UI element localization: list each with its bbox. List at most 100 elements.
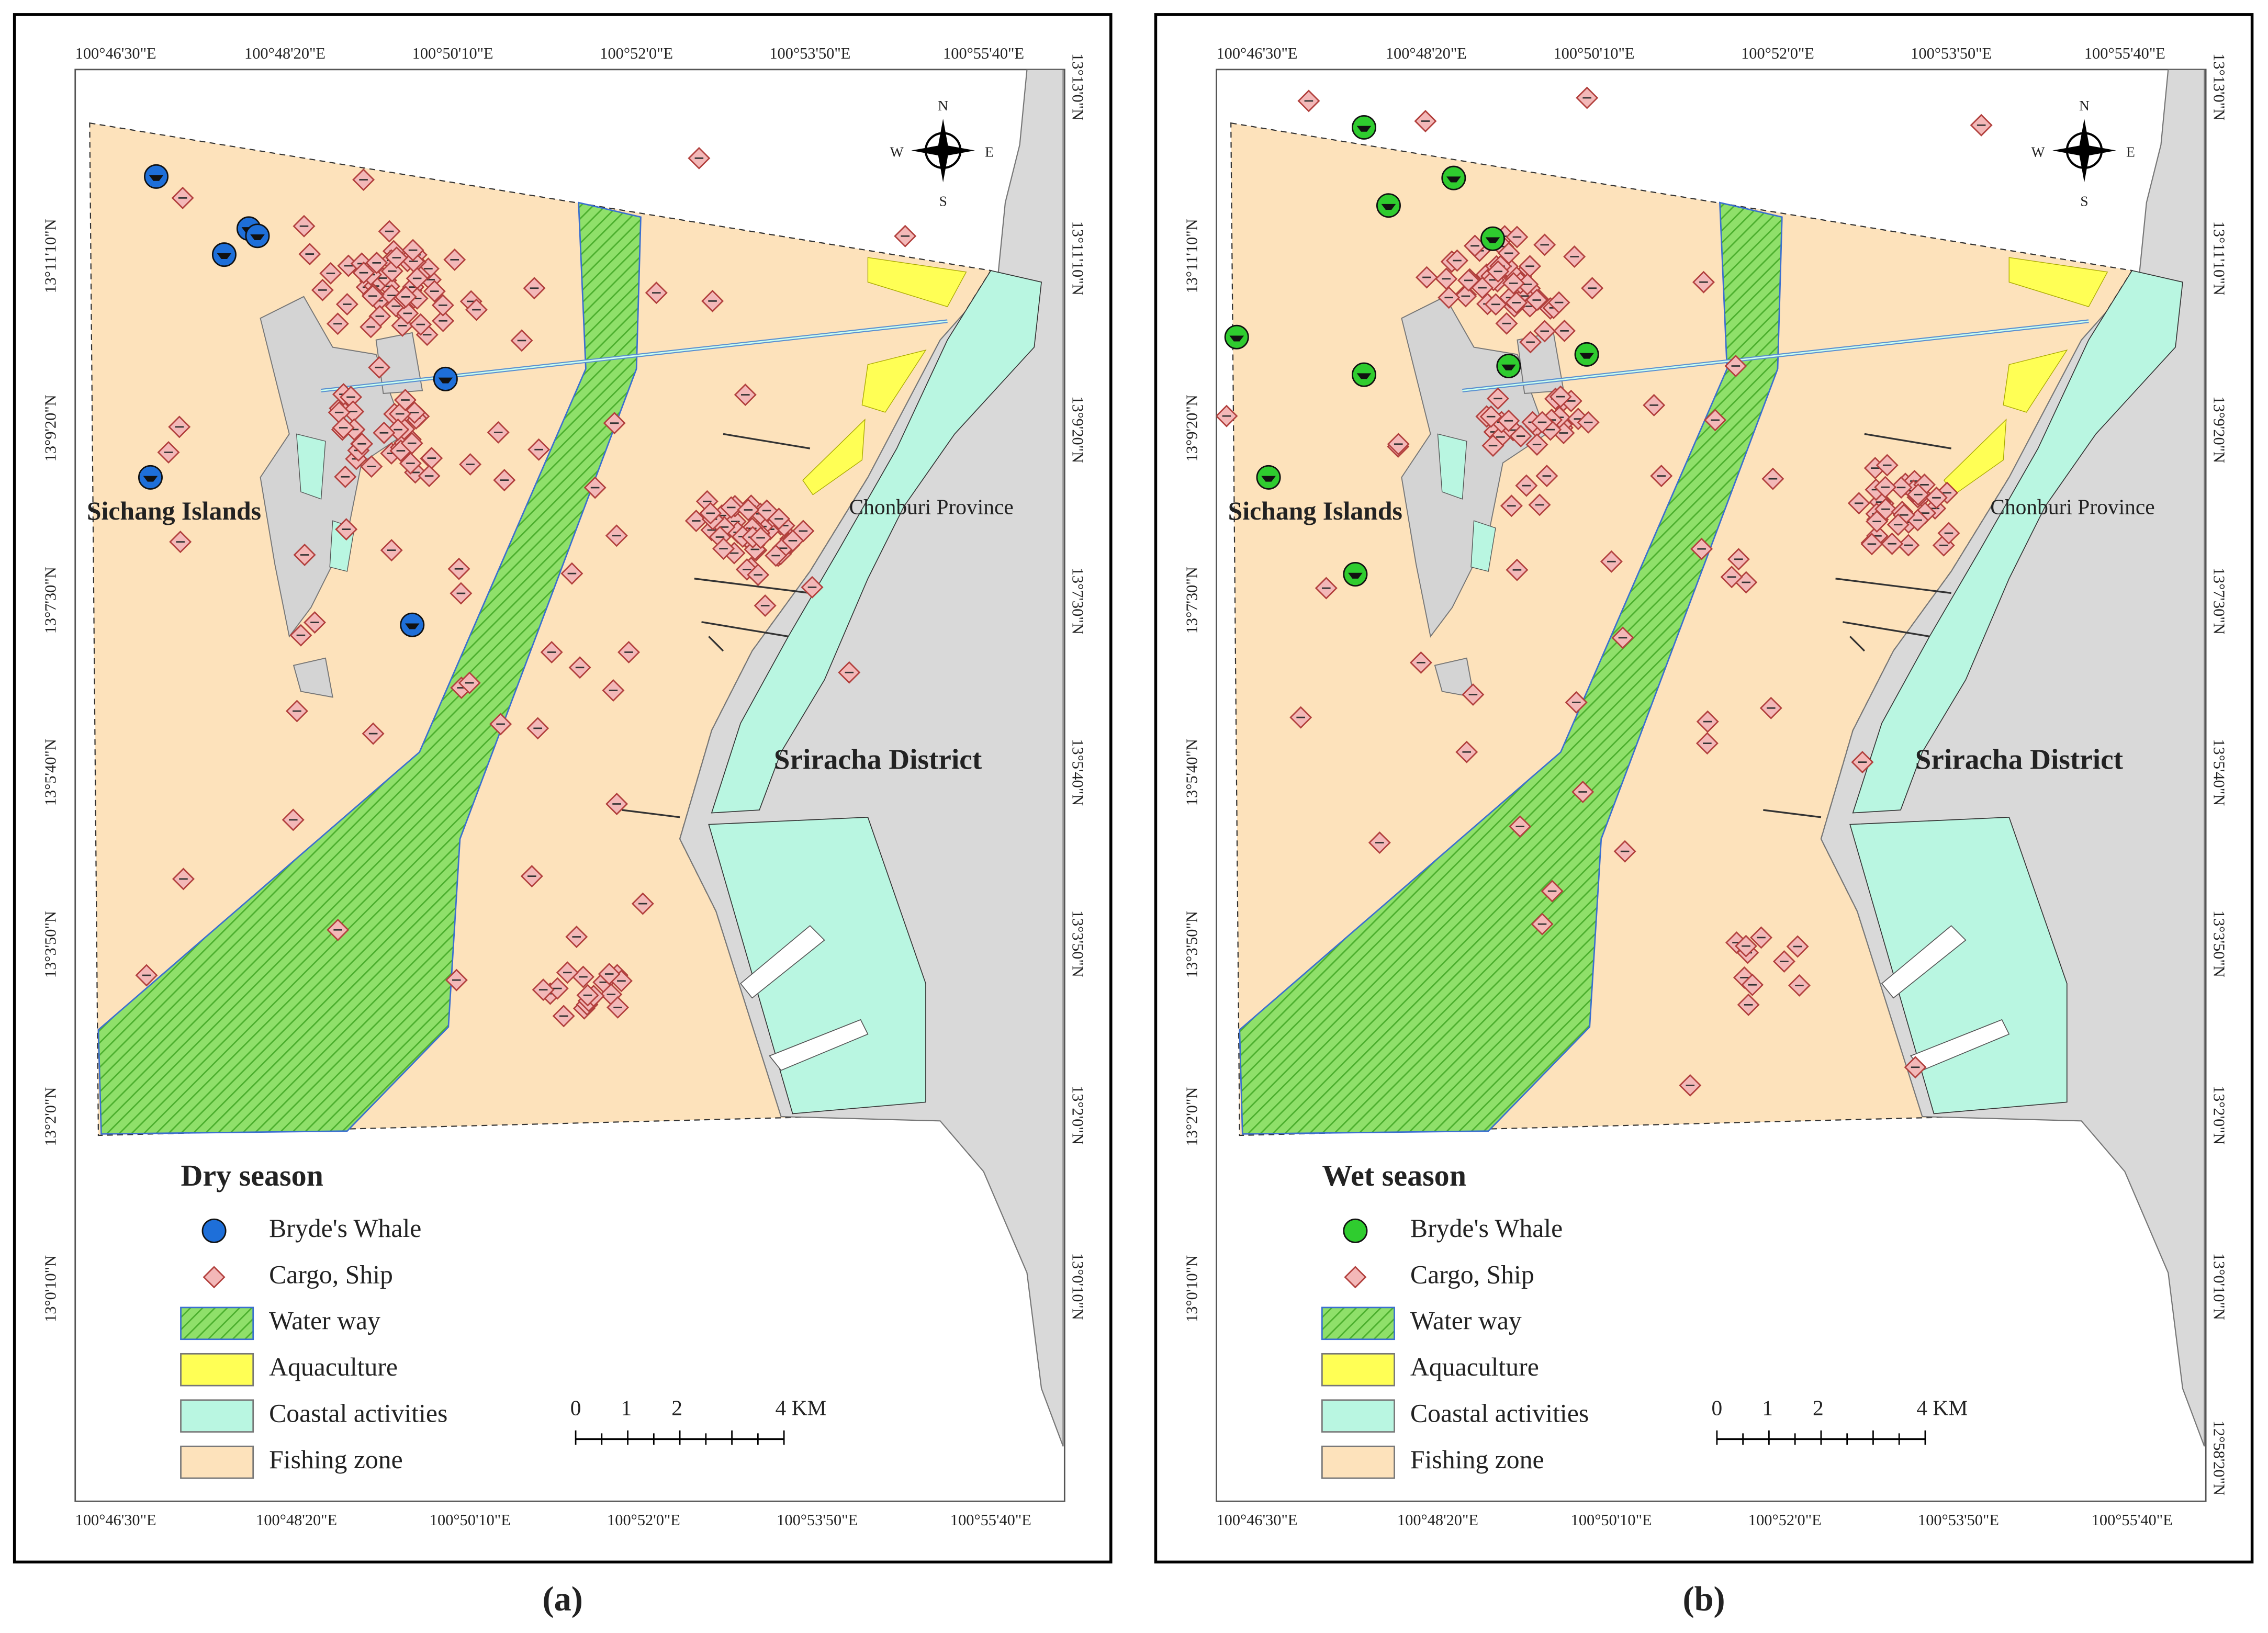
ship (1696, 732, 1719, 755)
ship (1528, 493, 1551, 516)
compass: N E S W (2031, 97, 2135, 209)
coord-label: 100°52'0"E (1741, 44, 1814, 62)
place-label: Sriracha District (774, 744, 982, 775)
ship (552, 1005, 575, 1028)
ship (754, 594, 777, 617)
coord-label: 13°7'30"N (41, 567, 59, 634)
whale (245, 223, 270, 249)
coord-label: 100°46'30"E (75, 1511, 156, 1529)
coord-label: 13°7'30"N (1069, 568, 1086, 635)
legend-symbol (180, 1445, 254, 1479)
scale-label: 1 (1762, 1396, 1773, 1420)
ship (1497, 409, 1520, 432)
ship (1435, 267, 1458, 290)
whale (1351, 115, 1376, 140)
ship (527, 438, 551, 461)
legend-label: Coastal activities (269, 1399, 447, 1428)
ship (362, 722, 385, 745)
ship (351, 432, 374, 455)
port-pier (769, 1019, 869, 1071)
aquaculture (867, 257, 967, 308)
ship (401, 239, 424, 262)
ship (431, 294, 454, 317)
coord-label: 100°52'0"E (607, 1511, 680, 1529)
ship (1533, 233, 1556, 256)
ship (319, 262, 342, 285)
coord-label: 13°3'50"N (1069, 910, 1086, 977)
ship (1541, 880, 1564, 903)
ship (747, 564, 770, 587)
legend-label: Fishing zone (269, 1445, 403, 1474)
ship (1525, 433, 1548, 456)
scale-label: 0 (1712, 1396, 1723, 1420)
whale-mark (1229, 335, 1244, 342)
ship (1897, 534, 1920, 557)
coord-label: 13°11'10"N (41, 219, 59, 293)
coord-label: 13°2'0"N (1183, 1087, 1200, 1146)
coord-label: 100°52'0"E (1748, 1511, 1822, 1529)
ship (701, 289, 724, 312)
ship (560, 562, 583, 585)
ship (1577, 411, 1600, 434)
ship (1445, 249, 1468, 272)
ship (1506, 558, 1529, 581)
jetty (1864, 433, 1951, 449)
ship (327, 918, 350, 941)
coord-label: 100°48'20"E (256, 1511, 337, 1529)
compass-rose (911, 118, 975, 183)
ship (373, 421, 396, 444)
coord-label: 100°55'40"E (950, 1511, 1031, 1529)
ship (1549, 385, 1572, 408)
ship (360, 455, 383, 478)
ship (298, 243, 321, 266)
legend-symbol (203, 1266, 226, 1289)
ship (734, 384, 757, 407)
ship (1581, 277, 1604, 300)
map-panel: Sichang Islands Chonburi Province Sriracha… (13, 13, 1113, 1618)
whale (211, 242, 237, 267)
ship (285, 700, 308, 723)
whale (1574, 342, 1599, 367)
ship (1471, 276, 1494, 299)
legend-label: Bryde's Whale (1410, 1214, 1563, 1243)
ship (583, 476, 607, 499)
ship (1216, 404, 1238, 427)
legend-symbol (180, 1307, 254, 1341)
ship (169, 531, 192, 554)
whale (138, 465, 163, 490)
ship (598, 963, 621, 986)
ship (432, 309, 455, 332)
coord-label: 100°50'10"E (1553, 44, 1634, 62)
legend-label: Water way (1410, 1307, 1522, 1335)
ship (1650, 465, 1673, 488)
legend-symbol (1343, 1218, 1368, 1243)
coord-label: 100°53'50"E (1911, 44, 1992, 62)
coord-label: 13°9'20"N (2210, 396, 2228, 463)
ship (450, 582, 473, 605)
coord-label: 100°50'10"E (430, 1511, 511, 1529)
legend-label: Cargo, Ship (269, 1260, 393, 1289)
aquaculture (2008, 257, 2108, 308)
coord-label: 100°50'10"E (412, 44, 493, 62)
coord-label: 100°52'0"E (600, 44, 673, 62)
coord-label: 100°46'30"E (1216, 1511, 1297, 1529)
map-panel: Sichang Islands Chonburi Province Sriracha… (1154, 13, 2254, 1618)
coord-label: 13°11'10"N (1069, 221, 1086, 296)
scale-label: 1 (621, 1396, 632, 1420)
ship (394, 388, 417, 411)
compass: N E S W (890, 97, 994, 209)
ship (1368, 831, 1391, 854)
coord-label: 13°0'10"N (41, 1255, 59, 1322)
place-label: Chonburi Province (1990, 495, 2154, 519)
ship (172, 868, 195, 891)
aquaculture (861, 350, 927, 413)
ship (838, 661, 861, 684)
place-label: Sichang Islands (87, 497, 261, 525)
coord-label: 13°7'30"N (1183, 567, 1200, 634)
coord-label: 13°9'20"N (1183, 395, 1200, 461)
aquaculture (2003, 350, 2068, 413)
ship (400, 432, 423, 455)
ship (1509, 425, 1532, 448)
ship (540, 641, 563, 664)
compass-rose (2052, 118, 2116, 183)
